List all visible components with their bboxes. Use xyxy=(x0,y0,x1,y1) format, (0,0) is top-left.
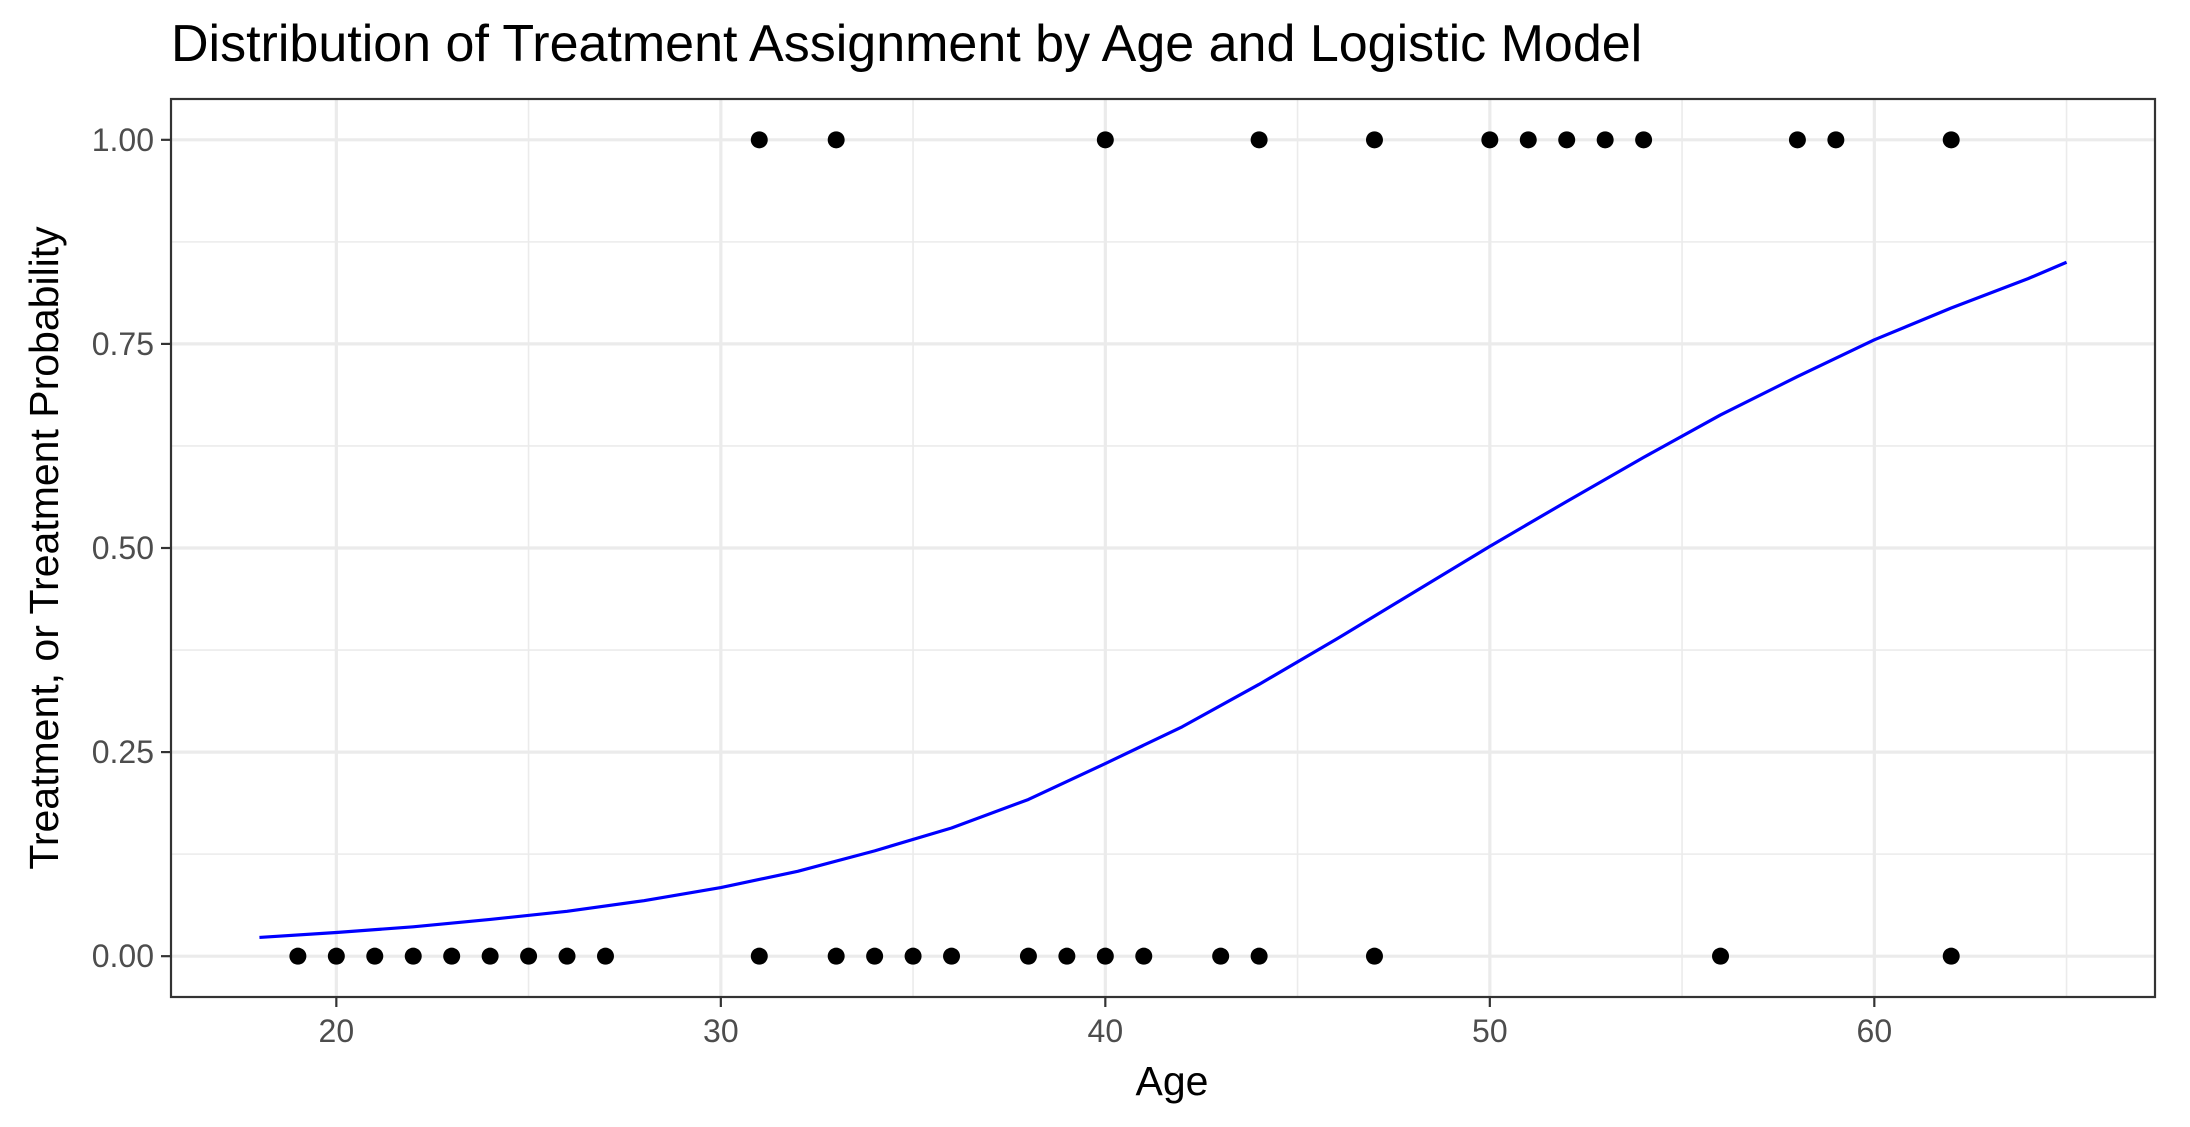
y-tick-label: 0.50 xyxy=(92,530,154,566)
data-point xyxy=(1250,947,1268,965)
data-point xyxy=(1096,947,1114,965)
y-axis-title: Treatment, or Treatment Probability xyxy=(21,226,67,870)
data-point xyxy=(1712,947,1730,965)
data-points-layer xyxy=(289,131,1960,965)
data-point xyxy=(558,947,576,965)
data-point xyxy=(750,131,768,149)
data-point xyxy=(1635,131,1653,149)
data-point xyxy=(904,947,922,965)
data-point xyxy=(327,947,345,965)
data-point xyxy=(1788,131,1806,149)
data-point xyxy=(1096,131,1114,149)
data-point xyxy=(1596,131,1614,149)
y-tick-label: 0.75 xyxy=(92,326,154,362)
data-point xyxy=(1365,947,1383,965)
y-tick-label: 0.00 xyxy=(92,938,154,974)
data-point xyxy=(1827,131,1845,149)
y-tick-label: 0.25 xyxy=(92,734,154,770)
data-point xyxy=(1212,947,1230,965)
data-point xyxy=(1942,131,1960,149)
data-point xyxy=(366,947,384,965)
x-axis-title: Age xyxy=(1136,1058,1209,1104)
x-tick-label: 30 xyxy=(703,1013,739,1049)
x-tick-label: 50 xyxy=(1472,1013,1508,1049)
data-point xyxy=(1365,131,1383,149)
data-point xyxy=(943,947,961,965)
y-tick-label: 1.00 xyxy=(92,122,154,158)
x-tick-label: 60 xyxy=(1857,1013,1893,1049)
data-point xyxy=(827,947,845,965)
logistic-curve-layer xyxy=(259,260,2068,940)
data-point xyxy=(1250,131,1268,149)
major-gridlines xyxy=(171,99,2155,997)
data-point xyxy=(866,947,884,965)
data-point xyxy=(1058,947,1076,965)
data-point xyxy=(1135,947,1153,965)
data-point xyxy=(1558,131,1576,149)
x-axis: 20 30 40 50 60 xyxy=(319,997,1893,1049)
data-point xyxy=(520,947,538,965)
x-tick-label: 40 xyxy=(1088,1013,1124,1049)
data-point xyxy=(1942,947,1960,965)
y-axis: 0.00 0.25 0.50 0.75 1.00 xyxy=(92,122,171,974)
x-tick-label: 20 xyxy=(319,1013,355,1049)
data-point xyxy=(750,947,768,965)
data-point xyxy=(596,947,614,965)
data-point xyxy=(1519,131,1537,149)
logistic-curve xyxy=(259,260,2068,940)
data-point xyxy=(1481,131,1499,149)
data-point xyxy=(289,947,307,965)
data-point xyxy=(1019,947,1037,965)
data-point xyxy=(404,947,422,965)
data-point xyxy=(443,947,461,965)
data-point xyxy=(481,947,499,965)
data-point xyxy=(827,131,845,149)
chart-title: Distribution of Treatment Assignment by … xyxy=(171,15,1642,73)
